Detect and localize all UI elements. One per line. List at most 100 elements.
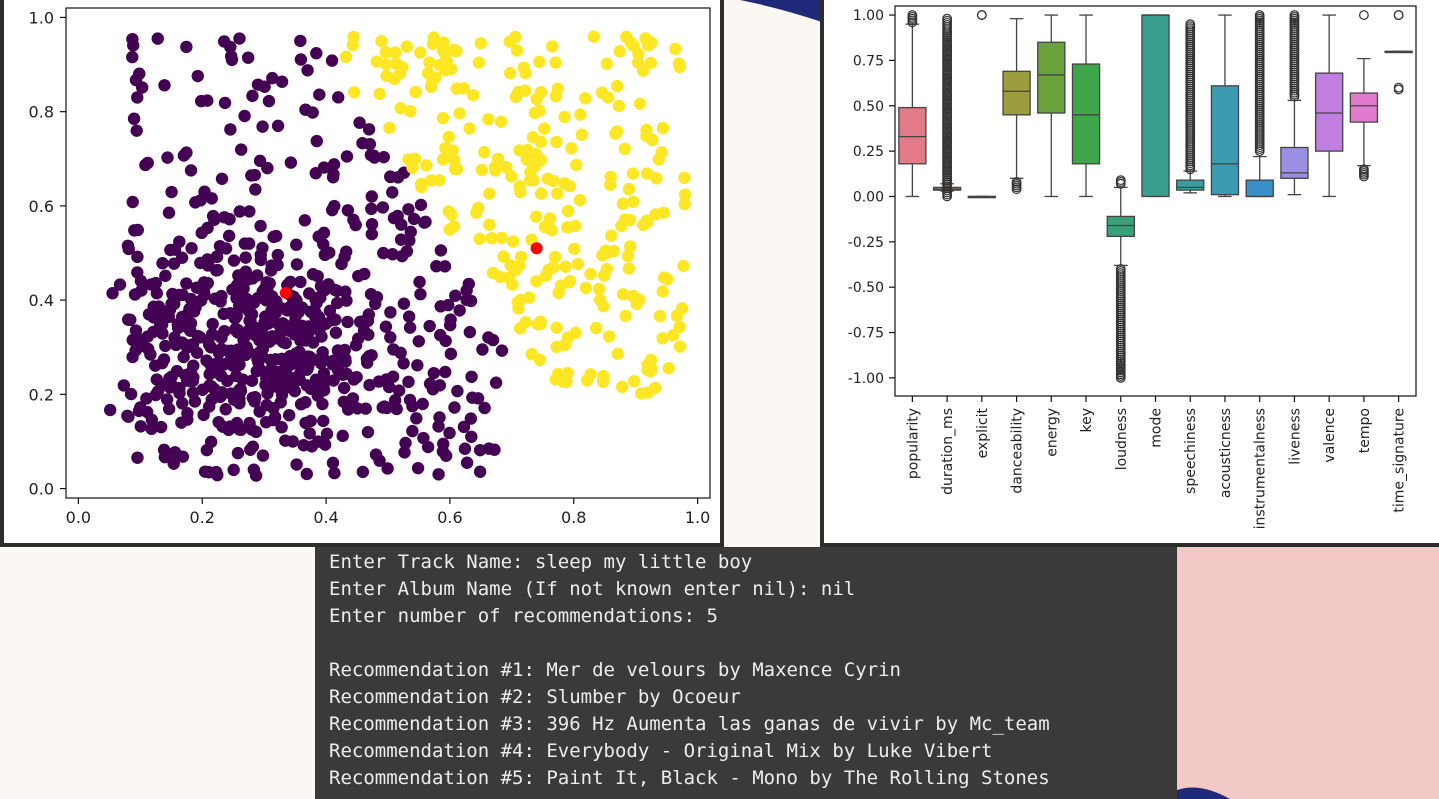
cluster-1-point (604, 170, 617, 184)
cluster-0-point (245, 374, 259, 387)
cluster-1-point (678, 188, 692, 201)
cluster-0-point (293, 345, 306, 358)
cluster-0-point (176, 397, 189, 410)
cluster-0-point (121, 239, 135, 252)
cluster-1-point (485, 232, 498, 245)
cluster-1-point (453, 107, 466, 120)
cluster-0-point (271, 365, 284, 379)
cluster-0-point (269, 229, 283, 243)
cluster-1-point (673, 340, 687, 353)
box-speechiness (1176, 19, 1205, 194)
cluster-0-point (411, 359, 424, 372)
cluster-0-point (213, 239, 227, 253)
cluster-0-point (460, 456, 474, 469)
cluster-1-point (589, 321, 603, 335)
cluster-0-point (394, 346, 407, 360)
cluster-0-point (284, 156, 298, 169)
cluster-1-point (438, 64, 452, 77)
cluster-0-point (144, 348, 157, 361)
cluster-1-point (494, 115, 508, 128)
cluster-0-point (413, 275, 426, 289)
cluster-0-point (464, 412, 478, 425)
cluster-1-point (602, 330, 616, 343)
cluster-0-point (254, 248, 267, 261)
cluster-0-point (145, 422, 158, 436)
cluster-0-point (339, 285, 352, 298)
cluster-1-point (580, 374, 594, 387)
cluster-0-point (186, 337, 200, 351)
cluster-0-point (473, 465, 487, 478)
x-tick-label: explicit (975, 408, 991, 459)
cluster-0-point (304, 414, 317, 428)
cluster-1-point (646, 133, 659, 147)
cluster-0-point (317, 238, 330, 251)
y-tick-label: 1.00 (853, 8, 884, 24)
cluster-1-point (512, 85, 525, 99)
cluster-0-point (465, 430, 478, 443)
cluster-1-point (605, 229, 618, 242)
cluster-1-point (568, 242, 581, 256)
cluster-0-point (131, 223, 144, 237)
cluster-1-point (500, 161, 513, 174)
cluster-1-point (662, 361, 675, 375)
cluster-0-point (160, 393, 174, 406)
cluster-1-point (613, 45, 627, 58)
cluster-0-point (451, 384, 464, 398)
cluster-0-point (158, 79, 171, 92)
cluster-1-point (450, 45, 463, 58)
terminal-line: Enter Track Name: sleep my little boy (329, 551, 753, 573)
cluster-0-point (227, 254, 241, 267)
cluster-1-point (447, 220, 461, 233)
cluster-1-point (505, 170, 518, 183)
cluster-0-point (117, 379, 131, 392)
cluster-0-point (464, 294, 478, 308)
cluster-0-point (482, 331, 495, 344)
terminal-line: Enter number of recommendations: 5 (329, 605, 718, 627)
cluster-1-point (579, 281, 593, 295)
cluster-0-point (233, 32, 246, 45)
cluster-0-point (402, 375, 415, 389)
cluster-1-point (549, 373, 562, 386)
x-tick-label: speechiness (1183, 408, 1199, 494)
cluster-1-point (677, 259, 690, 273)
cluster-0-point (121, 409, 134, 423)
cluster-0-point (130, 124, 143, 137)
cluster-1-point (442, 205, 455, 218)
cluster-1-point (424, 174, 438, 187)
cluster-1-point (550, 135, 563, 149)
cluster-0-point (310, 134, 323, 148)
cluster-1-point (626, 167, 640, 180)
cluster-1-point (667, 329, 680, 342)
x-tick-label: 1.0 (685, 508, 710, 527)
cluster-0-point (336, 429, 349, 443)
y-tick-label: 0.75 (853, 53, 884, 69)
cluster-0-point (368, 151, 381, 164)
cluster-0-point (341, 315, 354, 329)
cluster-0-point (238, 237, 251, 250)
cluster-0-point (197, 408, 210, 422)
cluster-0-point (403, 234, 416, 247)
box-body (1071, 63, 1101, 165)
cluster-0-point (154, 420, 168, 434)
x-tick-label: tempo (1357, 408, 1373, 453)
cluster-0-point (299, 396, 312, 409)
cluster-0-point (398, 446, 411, 459)
cluster-0-point (256, 342, 270, 356)
flier-point (907, 10, 918, 20)
cluster-1-point (370, 55, 384, 68)
cluster-0-point (384, 306, 397, 319)
cluster-0-point (269, 332, 283, 345)
cluster-1-point (607, 244, 620, 258)
y-tick-label: -0.75 (848, 326, 884, 342)
cluster-1-point (347, 30, 360, 44)
cluster-1-point (565, 142, 578, 155)
cluster-0-point (150, 287, 164, 300)
cluster-0-point (320, 427, 334, 441)
cluster-0-point (363, 138, 377, 151)
cluster-0-point (205, 393, 218, 406)
cluster-0-point (311, 269, 324, 283)
cluster-1-point (633, 97, 647, 110)
y-tick-label: -0.25 (848, 235, 884, 251)
cluster-1-point (414, 46, 427, 59)
cluster-0-point (329, 326, 343, 339)
